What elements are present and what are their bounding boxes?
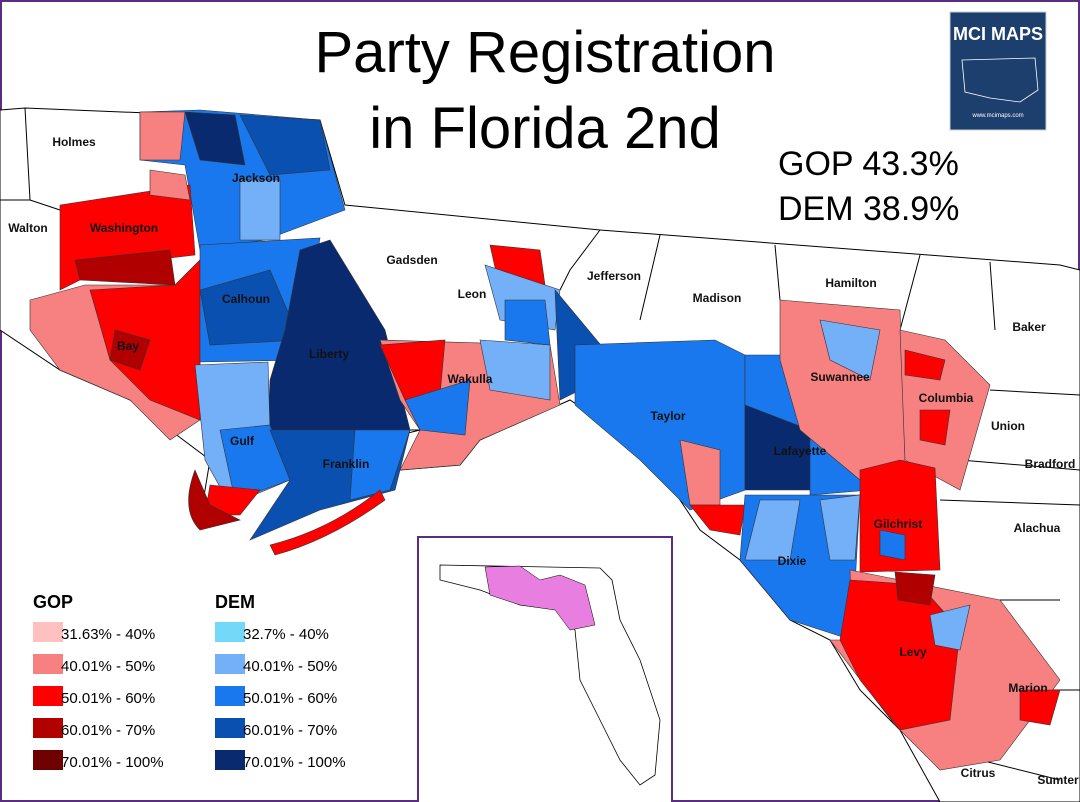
county-label: Bradford [1025,457,1076,471]
legend-swatch [33,654,63,674]
county-label: Leon [458,287,487,301]
inset-district [484,565,596,631]
legend-label: 70.01% - 100% [61,754,164,771]
county-label: Suwannee [810,370,870,384]
county-label: Wakulla [448,372,493,386]
legend-swatch [215,750,245,770]
legend-title: GOP [33,592,73,612]
county-label: Walton [8,221,48,235]
gop-total: GOP 43.3% [778,145,959,183]
county-label: Levy [899,645,927,659]
county-label: Madison [693,291,742,305]
legend: GOP 31.63% - 40% 40.01% - 50% 50.01% - 60% 6… [33,592,346,771]
dem-total: DEM 38.9% [778,190,959,228]
county-label: Citrus [961,766,996,780]
county-label: Jefferson [587,269,641,283]
county-label: Calhoun [222,292,270,306]
legend-swatch [215,654,245,674]
legend-label: 70.01% - 100% [243,754,346,771]
county-label: Taylor [650,409,685,423]
county-label: Union [991,419,1025,433]
county-label: Washington [90,221,158,235]
legend-swatch [33,718,63,738]
county-label: Columbia [919,391,974,405]
legend-label: 32.7% - 40% [243,626,329,643]
county-label: Marion [1008,681,1047,695]
legend-label: 40.01% - 50% [61,658,155,675]
county-label: Franklin [323,457,370,471]
county-label: Gulf [230,434,255,448]
county-label: Gilchrist [874,517,923,531]
legend-swatch [33,686,63,706]
county-label: Lafayette [774,444,827,458]
county-label: Bay [117,339,139,353]
logo-box [949,11,1047,131]
legend-label: 60.01% - 70% [243,722,337,739]
inset [417,536,673,802]
legend-swatch [215,718,245,738]
legend-label: 31.63% - 40% [61,626,155,643]
county-label: Sumter [1037,773,1079,787]
title: in Florida 2nd [369,96,720,161]
legend-swatch [33,750,63,770]
county-label: Liberty [309,347,349,361]
county-label: Baker [1012,320,1046,334]
county-label: Hamilton [825,276,876,290]
logo-url: www.mcimaps.com [971,113,1023,119]
legend-label: 50.01% - 60% [243,690,337,707]
legend-swatch [33,622,63,642]
county-label: Alachua [1014,521,1061,535]
legend-title: DEM [215,592,255,612]
legend-label: 60.01% - 70% [61,722,155,739]
title: Party Registration [315,20,776,85]
legend-swatch [215,686,245,706]
logo-us-map [961,57,1039,103]
county-label: Dixie [778,554,807,568]
county-label: Gadsden [386,253,437,267]
county-label: Holmes [52,135,96,149]
legend-swatch [215,622,245,642]
logo: MCI MAPS www.mcimaps.com [949,11,1047,131]
county-label: Jackson [232,171,280,185]
logo-name: MCI MAPS [953,24,1043,44]
county-fills [29,109,1061,771]
legend-label: 40.01% - 50% [243,658,337,675]
legend-label: 50.01% - 60% [61,690,155,707]
county-labels: Holmes Walton Washington Jackson Bay Cal… [8,135,1079,787]
